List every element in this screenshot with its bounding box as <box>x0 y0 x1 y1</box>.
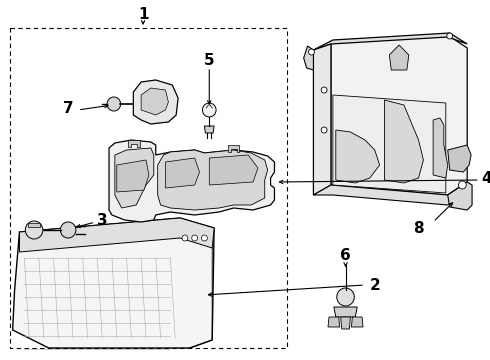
Polygon shape <box>166 158 199 188</box>
Polygon shape <box>228 145 240 152</box>
Circle shape <box>447 33 453 39</box>
Bar <box>10 28 287 348</box>
Polygon shape <box>141 88 169 115</box>
Circle shape <box>337 288 354 306</box>
Circle shape <box>321 127 327 133</box>
Polygon shape <box>341 317 350 329</box>
Text: 1: 1 <box>138 6 148 22</box>
Polygon shape <box>448 182 472 210</box>
Circle shape <box>201 235 207 241</box>
Polygon shape <box>314 182 467 205</box>
Polygon shape <box>333 95 446 193</box>
Polygon shape <box>115 148 154 208</box>
Polygon shape <box>328 317 340 327</box>
Text: 6: 6 <box>340 248 351 262</box>
Polygon shape <box>133 80 178 124</box>
Circle shape <box>459 181 466 189</box>
Text: 5: 5 <box>204 53 215 68</box>
Polygon shape <box>385 100 423 183</box>
Circle shape <box>107 97 121 111</box>
Polygon shape <box>351 317 363 327</box>
Polygon shape <box>20 218 214 252</box>
Circle shape <box>202 103 216 117</box>
Polygon shape <box>314 44 331 195</box>
Polygon shape <box>314 33 467 50</box>
Circle shape <box>182 235 188 241</box>
Circle shape <box>25 221 43 239</box>
Circle shape <box>192 235 197 241</box>
Polygon shape <box>128 140 140 147</box>
Polygon shape <box>448 145 471 172</box>
Polygon shape <box>28 223 40 227</box>
Polygon shape <box>336 130 380 183</box>
Polygon shape <box>204 126 214 133</box>
Polygon shape <box>390 45 409 70</box>
Circle shape <box>457 156 465 164</box>
Polygon shape <box>331 35 467 195</box>
Circle shape <box>309 49 315 55</box>
Polygon shape <box>304 46 314 70</box>
Polygon shape <box>209 155 258 185</box>
Circle shape <box>321 87 327 93</box>
Text: 7: 7 <box>63 100 74 116</box>
Polygon shape <box>13 218 214 348</box>
Text: 3: 3 <box>97 212 107 228</box>
Polygon shape <box>334 307 357 317</box>
Polygon shape <box>109 140 274 222</box>
Circle shape <box>60 222 76 238</box>
Polygon shape <box>433 118 448 178</box>
Text: 4: 4 <box>481 171 490 185</box>
Polygon shape <box>117 160 149 192</box>
Text: 2: 2 <box>369 278 380 292</box>
Polygon shape <box>158 150 268 210</box>
Text: 8: 8 <box>413 220 424 235</box>
